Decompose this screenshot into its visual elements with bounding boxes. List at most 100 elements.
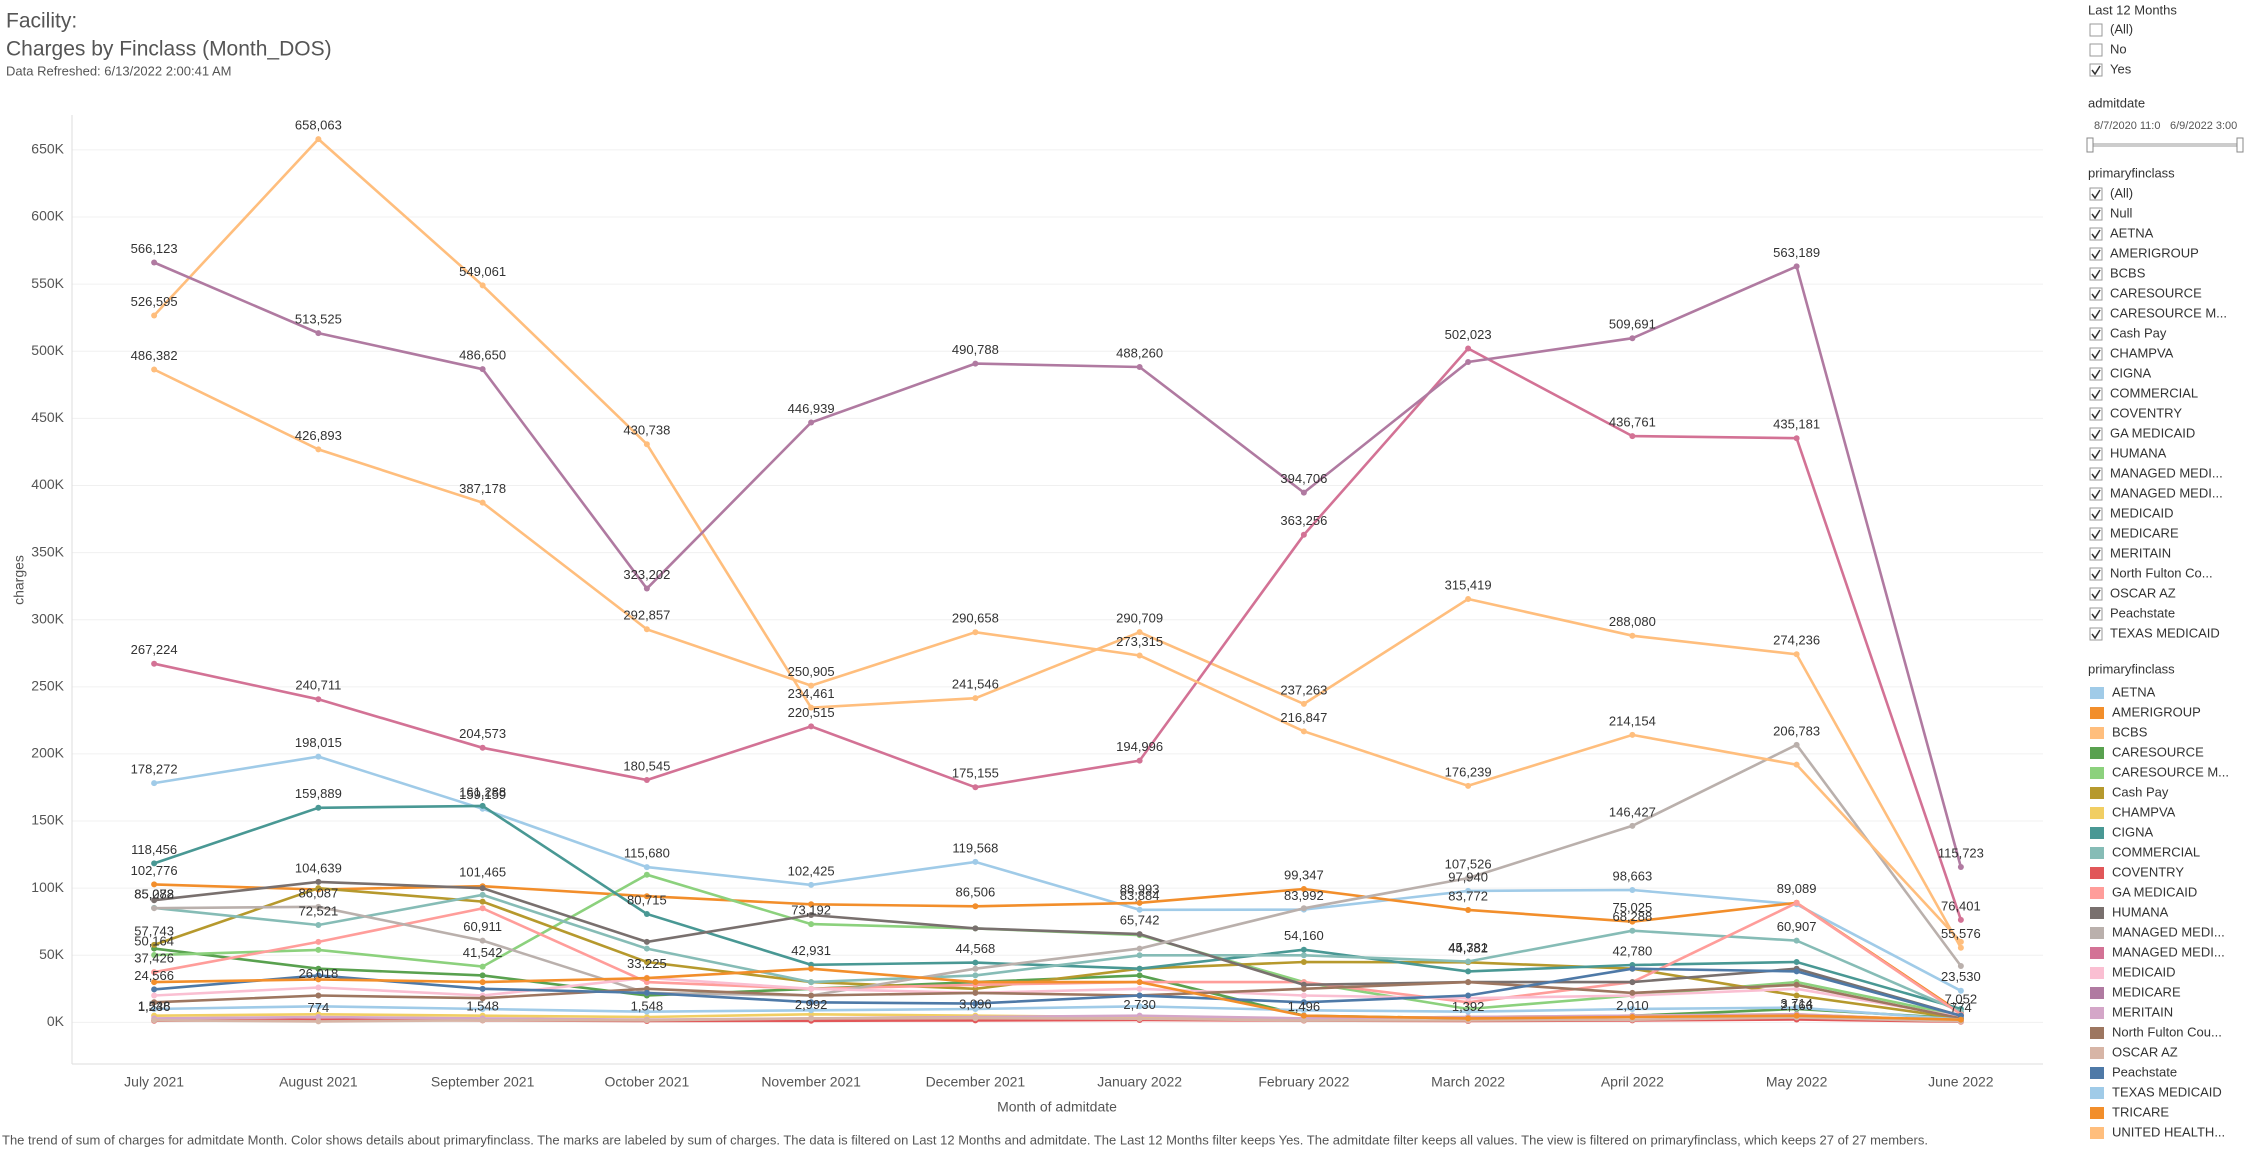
legend-label[interactable]: AETNA xyxy=(2112,684,2156,699)
legend-label[interactable]: Cash Pay xyxy=(2112,784,2169,799)
series-line xyxy=(154,1012,1961,1023)
filter-option: OSCAR AZ xyxy=(2110,585,2176,600)
checkbox[interactable] xyxy=(2089,387,2103,401)
data-label: 250,905 xyxy=(788,664,835,679)
data-label: 83,992 xyxy=(1284,888,1324,903)
legend-label[interactable]: MEDICAID xyxy=(2112,964,2176,979)
legend-label[interactable]: CARESOURCE xyxy=(2112,744,2204,759)
data-point xyxy=(808,881,815,888)
data-point xyxy=(315,976,322,983)
data-point xyxy=(479,995,486,1002)
checkbox[interactable] xyxy=(2089,427,2103,441)
checkbox[interactable] xyxy=(2089,567,2103,581)
checkbox[interactable] xyxy=(2089,467,2103,481)
legend-label[interactable]: MANAGED MEDI... xyxy=(2112,924,2225,939)
checkbox[interactable] xyxy=(2089,267,2103,281)
legend-label[interactable]: COMMERCIAL xyxy=(2112,844,2200,859)
data-point xyxy=(972,1015,979,1022)
data-point xyxy=(1793,899,1800,906)
legend-label[interactable]: OSCAR AZ xyxy=(2112,1044,2178,1059)
legend-label[interactable]: MERITAIN xyxy=(2112,1004,2173,1019)
data-point xyxy=(479,905,486,912)
legend-swatch xyxy=(2090,767,2104,779)
slider-handle[interactable] xyxy=(2086,137,2094,153)
checkbox[interactable] xyxy=(2089,247,2103,261)
checkbox[interactable] xyxy=(2089,307,2103,321)
legend-label[interactable]: CHAMPVA xyxy=(2112,804,2176,819)
filter-option: Cash Pay xyxy=(2110,325,2167,340)
data-point xyxy=(1300,946,1307,953)
checkbox[interactable] xyxy=(2089,23,2103,37)
legend-label[interactable]: UNITED HEALTH... xyxy=(2112,1124,2225,1139)
checkbox[interactable] xyxy=(2089,527,2103,541)
legend-label[interactable]: BCBS xyxy=(2112,724,2148,739)
checkbox[interactable] xyxy=(2089,63,2103,77)
data-point xyxy=(1300,700,1307,707)
checkbox[interactable] xyxy=(2089,327,2103,341)
checkbox[interactable] xyxy=(2089,487,2103,501)
data-label: 774 xyxy=(308,1000,330,1015)
data-label: 204,573 xyxy=(459,726,506,741)
data-point xyxy=(479,891,486,898)
data-label: 98,663 xyxy=(1612,868,1652,883)
checkbox[interactable] xyxy=(2089,43,2103,57)
checkbox[interactable] xyxy=(2089,287,2103,301)
legend-label[interactable]: TRICARE xyxy=(2112,1104,2169,1119)
slider-handle[interactable] xyxy=(2236,137,2244,153)
checkbox[interactable] xyxy=(2089,507,2103,521)
legend-label[interactable]: GA MEDICAID xyxy=(2112,884,2197,899)
data-point xyxy=(972,925,979,932)
data-label: 23,530 xyxy=(1941,969,1981,984)
legend-label[interactable]: North Fulton Cou... xyxy=(2112,1024,2222,1039)
data-point xyxy=(972,903,979,910)
checkbox[interactable] xyxy=(2089,447,2103,461)
checkbox[interactable] xyxy=(2089,547,2103,561)
legend-label[interactable]: TEXAS MEDICAID xyxy=(2112,1084,2222,1099)
data-label: 206,783 xyxy=(1773,723,1820,738)
data-point xyxy=(1300,905,1307,912)
checkbox[interactable] xyxy=(2089,347,2103,361)
data-label: 214,154 xyxy=(1609,713,1656,728)
legend-label[interactable]: COVENTRY xyxy=(2112,864,2184,879)
legend-swatch xyxy=(2090,1007,2104,1019)
checkbox[interactable] xyxy=(2089,227,2103,241)
legend-label[interactable]: CARESOURCE M... xyxy=(2112,764,2229,779)
data-label: 2,730 xyxy=(1123,997,1156,1012)
data-point xyxy=(315,1003,322,1010)
series-line xyxy=(154,743,1962,997)
data-point xyxy=(1629,1005,1636,1012)
checkbox[interactable] xyxy=(2089,187,2103,201)
checkbox[interactable] xyxy=(2089,207,2103,221)
data-point xyxy=(151,986,158,993)
check-mark xyxy=(2091,589,2101,600)
legend-label[interactable]: HUMANA xyxy=(2112,904,2169,919)
data-label: 33,225 xyxy=(627,956,667,971)
data-point xyxy=(1136,364,1143,371)
slider-track[interactable] xyxy=(2090,143,2240,147)
checkbox[interactable] xyxy=(2089,367,2103,381)
checkbox[interactable] xyxy=(2089,407,2103,421)
data-point xyxy=(808,419,815,426)
data-point xyxy=(1793,1012,1800,1019)
data-label: 216,847 xyxy=(1280,710,1327,725)
facility-label: Facility: xyxy=(6,10,77,33)
check-mark xyxy=(2091,509,2101,520)
legend-label[interactable]: MEDICARE xyxy=(2112,984,2181,999)
legend-label[interactable]: CIGNA xyxy=(2112,824,2154,839)
checkbox[interactable] xyxy=(2089,587,2103,601)
legend-label[interactable]: AMERIGROUP xyxy=(2112,704,2201,719)
data-point xyxy=(315,992,322,999)
data-label: 486,650 xyxy=(459,348,506,363)
data-point xyxy=(808,1007,815,1014)
checkbox[interactable] xyxy=(2089,607,2103,621)
legend-label[interactable]: Peachstate xyxy=(2112,1064,2177,1079)
check-mark xyxy=(2091,489,2101,500)
checkbox[interactable] xyxy=(2089,627,2103,641)
data-point xyxy=(808,985,815,992)
legend-label[interactable]: MANAGED MEDI... xyxy=(2112,944,2225,959)
data-point xyxy=(643,945,650,952)
data-label: 509,691 xyxy=(1609,317,1656,332)
data-point xyxy=(315,938,322,945)
data-point xyxy=(1793,263,1800,270)
y-tick-label: 550K xyxy=(31,275,64,291)
